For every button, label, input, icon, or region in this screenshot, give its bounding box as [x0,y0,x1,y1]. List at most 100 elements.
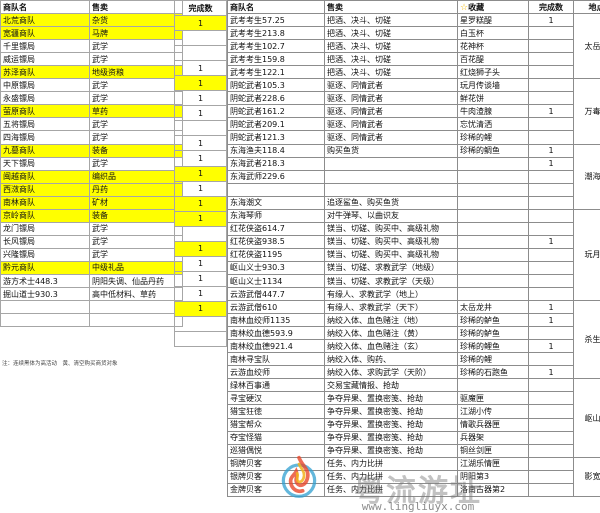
right-cell-favorite[interactable] [458,261,529,274]
right-cell-favorite[interactable]: 江湖乐情匣 [458,457,529,470]
right-cell-name[interactable]: 岖山义士1134 [228,274,325,287]
right-cell-count[interactable]: 1 [529,105,574,118]
right-cell-sell[interactable]: 任务、内力比拼 [325,470,458,483]
right-cell-name[interactable]: 阴蛇武者121.3 [228,131,325,144]
right-cell-name[interactable]: 东海武师229.6 [228,170,325,183]
right-cell-name[interactable]: 云游武僧610 [228,301,325,314]
table-row[interactable]: 五将镖局武学 [1,118,183,131]
left-cell-name[interactable] [1,301,90,314]
right-cell-name[interactable]: 武考考生159.8 [228,53,325,66]
right-cell-favorite[interactable]: 花神杯 [458,40,529,53]
table-row[interactable]: 1 [175,136,227,151]
right-cell-name[interactable]: 阴蛇武者209.1 [228,118,325,131]
right-cell-favorite[interactable]: 牛肉渣腺 [458,105,529,118]
table-row[interactable]: 黔元商队中级礼品 [1,261,183,274]
right-cell-name[interactable]: 东海渔夫118.4 [228,144,325,157]
right-cell-favorite[interactable]: 珍稀的鲈鱼 [458,314,529,327]
right-cell-sell[interactable]: 纳绞入体、求购武学（天阶） [325,366,458,379]
right-cell-count[interactable] [529,183,574,196]
left-cell-name[interactable]: 长风镖局 [1,235,90,248]
left-cell-sell[interactable]: 草药 [90,105,183,118]
table-row[interactable] [228,183,600,196]
right-cell-sell[interactable]: 把酒、决斗、切磋 [325,14,458,27]
right-cell-name[interactable]: 阴蛇武者161.2 [228,105,325,118]
table-row[interactable]: 东海渔夫118.4购买鱼货珍稀的鲷鱼1潮海帮 [228,144,600,157]
right-cell-name[interactable]: 武考考生57.25 [228,14,325,27]
left-cell-count[interactable]: 1 [175,61,227,76]
right-cell-count[interactable]: 1 [529,235,574,248]
left-cell-name[interactable]: 龙门镖局 [1,222,90,235]
right-cell-count[interactable] [529,79,574,92]
right-cell-count[interactable] [529,118,574,131]
right-cell-favorite[interactable] [458,235,529,248]
right-cell-favorite[interactable]: 珍稀的鲤鱼 [458,340,529,353]
left-cell-name[interactable]: 九墓商队 [1,144,90,157]
right-cell-sell[interactable] [325,157,458,170]
table-row[interactable]: 九墓商队装备 [1,144,183,157]
right-cell-name[interactable]: 云游武僧447.7 [228,288,325,301]
left-cell-count[interactable] [175,46,227,61]
table-row[interactable]: 龙门镖局武学 [1,222,183,235]
right-cell-sell[interactable]: 把酒、决斗、切磋 [325,27,458,40]
left-cell-sell[interactable]: 中级礼品 [90,261,183,274]
right-cell-sell[interactable]: 争夺异果、置换密笺、抢劫 [325,444,458,457]
right-cell-sell[interactable]: 驱逐、同情武者 [325,118,458,131]
left-cell-count[interactable]: 1 [175,301,227,316]
left-cell-count[interactable]: 1 [175,166,227,181]
right-cell-favorite[interactable] [458,183,529,196]
left-cell-name[interactable]: 天下镖局 [1,157,90,170]
left-cell-sell[interactable]: 武学 [90,157,183,170]
left-cell-count[interactable] [175,332,227,347]
right-cell-favorite[interactable] [458,196,529,209]
left-header-sell[interactable]: 售卖 [90,1,183,14]
right-cell-name[interactable]: 岖山义士930.3 [228,261,325,274]
right-cell-count[interactable] [529,40,574,53]
table-row[interactable]: 夺宝怪猫争夺异果、置换密笺、抢劫兵器架 [228,431,600,444]
left-cell-count[interactable]: 1 [175,241,227,256]
right-cell-sell[interactable]: 购买鱼货 [325,144,458,157]
left-cell-count[interactable] [175,121,227,136]
right-cell-name[interactable]: 猎宝帮众 [228,418,325,431]
table-row[interactable]: 威运镖局武学 [1,53,183,66]
left-cell-count[interactable]: 1 [175,196,227,211]
right-cell-sell[interactable]: 追逐鲨鱼、购买鱼货 [325,196,458,209]
left-cell-name[interactable]: 永盛镖局 [1,92,90,105]
right-cell-sell[interactable]: 驱逐、同情武者 [325,79,458,92]
left-cell-count[interactable]: 1 [175,106,227,121]
right-cell-favorite[interactable]: 珍稀的石跑鱼 [458,366,529,379]
table-row[interactable]: 东海潮文追逐鲨鱼、购买鱼货 [228,196,600,209]
table-row[interactable]: 东海武师229.6 [228,170,600,183]
right-cell-favorite[interactable]: 鲜花饼 [458,92,529,105]
table-row[interactable]: 猎宝帮众争夺异果、置换密笺、抢劫情歌兵器匣 [228,418,600,431]
left-cell-name[interactable]: 苏泽商队 [1,66,90,79]
right-cell-count[interactable] [529,353,574,366]
right-cell-name[interactable]: 红花侠盗614.7 [228,222,325,235]
right-cell-name[interactable]: 东海琴师 [228,209,325,222]
table-row[interactable]: 苏泽商队地级资粮 [1,66,183,79]
table-row[interactable]: 1 [175,181,227,196]
right-cell-sell[interactable]: 把酒、决斗、切磋 [325,40,458,53]
table-row[interactable]: 1 [175,196,227,211]
left-cell-count[interactable]: 1 [175,181,227,196]
table-row[interactable]: 1 [175,76,227,91]
right-cell-name[interactable]: 武考考生102.7 [228,40,325,53]
left-cell-sell[interactable]: 高中低材料、草药 [90,288,183,301]
right-cell-name[interactable]: 铜牌贝客 [228,457,325,470]
table-row[interactable] [175,46,227,61]
right-cell-favorite[interactable] [458,209,529,222]
table-row[interactable]: 1 [175,211,227,226]
left-cell-name[interactable]: 闽越商队 [1,170,90,183]
table-row[interactable]: 闽越商队编织品 [1,170,183,183]
right-cell-favorite[interactable]: 洛南古器第2 [458,483,529,496]
right-cell-name[interactable]: 云游血绞师 [228,366,325,379]
